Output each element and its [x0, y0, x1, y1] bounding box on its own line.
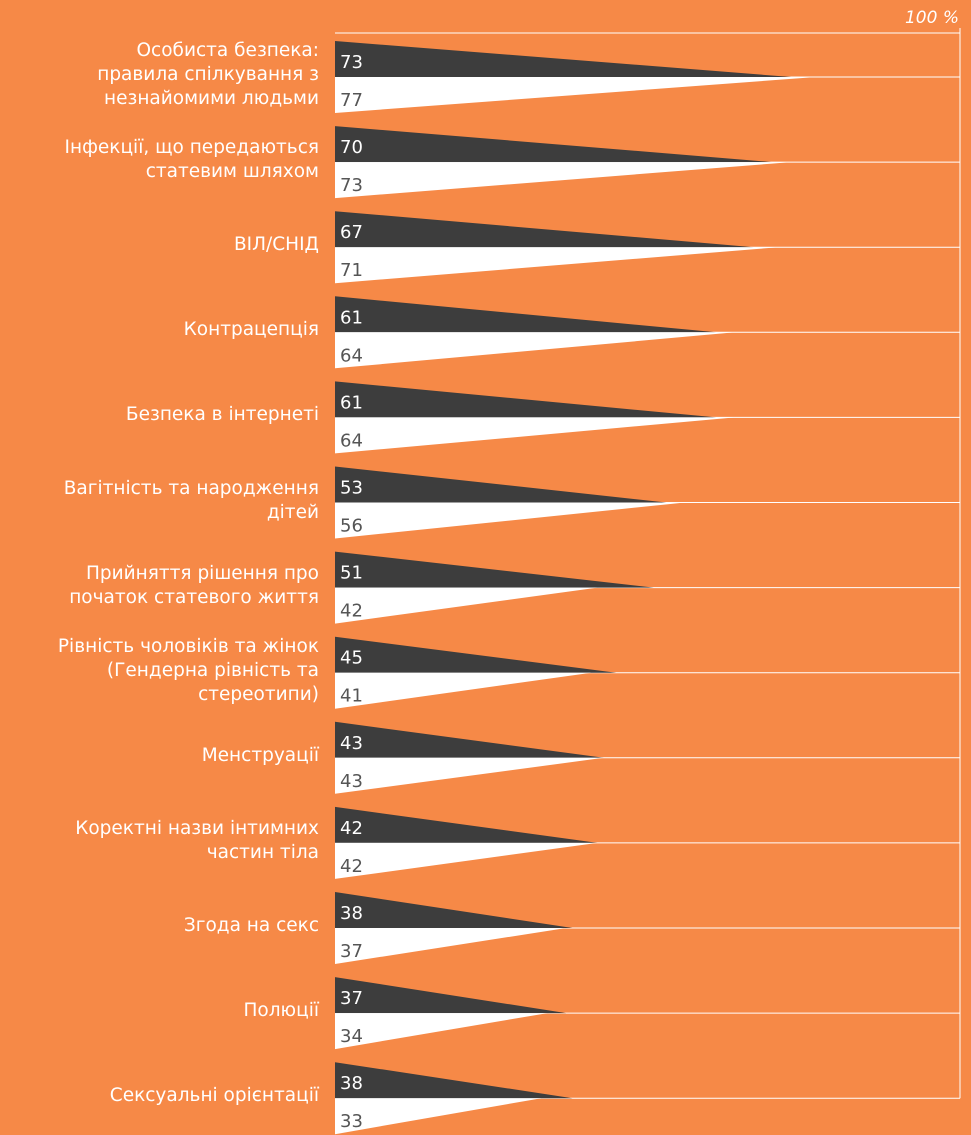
bar-series-1 [335, 381, 717, 418]
value-label-series-2: 42 [340, 856, 363, 877]
category-label: Згода на секс [183, 915, 319, 936]
bar-series-2 [335, 247, 779, 284]
value-label-series-2: 42 [340, 601, 363, 622]
value-label-series-2: 71 [340, 260, 363, 281]
bar-series-1 [335, 721, 604, 758]
bar-series-1 [335, 41, 792, 77]
bar-series-1 [335, 466, 667, 503]
value-label-series-2: 43 [340, 771, 363, 792]
bar-series-2 [335, 1098, 542, 1135]
value-label-series-2: 37 [340, 941, 363, 962]
value-label-series-2: 73 [340, 175, 363, 196]
bar-series-1 [335, 892, 573, 928]
value-label-series-1: 45 [340, 648, 363, 669]
bar-series-1 [335, 126, 773, 163]
bar-series-2 [335, 928, 567, 964]
value-label-series-2: 64 [340, 430, 363, 451]
value-label-series-1: 43 [340, 733, 363, 754]
category-label: Менструації [201, 744, 319, 766]
bar-series-1 [335, 977, 567, 1014]
bar-series-2 [335, 502, 685, 539]
bar-series-2 [335, 672, 592, 709]
category-label: Прийняття рішення про початок статевого … [69, 562, 319, 608]
value-label-series-1: 53 [340, 478, 363, 499]
value-label-series-2: 41 [340, 686, 363, 707]
value-label-series-1: 61 [340, 392, 363, 413]
bar-series-2 [335, 417, 735, 454]
bar-series-2 [335, 332, 735, 369]
value-label-series-1: 38 [340, 1073, 363, 1094]
bar-series-1 [335, 551, 654, 588]
bar-series-1 [335, 296, 717, 333]
value-label-series-1: 38 [340, 903, 363, 924]
value-label-series-2: 64 [340, 345, 363, 366]
category-label: Коректні назви інтимних частин тіла [75, 817, 319, 863]
bar-series-1 [335, 636, 617, 673]
bar-series-2 [335, 162, 792, 199]
value-label-series-2: 77 [340, 90, 363, 111]
value-label-series-2: 56 [340, 516, 363, 537]
category-label: Вагітність та народження дітей [63, 477, 319, 523]
category-label: ВІЛ/СНІД [233, 234, 319, 256]
category-label: Сексуальні орієнтації [109, 1085, 319, 1107]
value-label-series-2: 34 [340, 1026, 363, 1047]
value-label-series-1: 67 [340, 222, 363, 243]
bar-series-1 [335, 1062, 573, 1099]
value-label-series-1: 37 [340, 988, 363, 1009]
value-label-series-1: 42 [340, 818, 363, 839]
category-label: Особиста безпека: правила спілкування з … [97, 40, 319, 109]
bar-series-2 [335, 1013, 548, 1050]
category-label: Рівність чоловіків та жінок (Гендерна рі… [57, 635, 319, 705]
value-label-series-2: 33 [340, 1111, 363, 1132]
bar-series-1 [335, 806, 598, 843]
bar-series-2 [335, 757, 604, 794]
category-label: Інфекції, що передаються статевим шляхом [64, 137, 319, 183]
value-label-series-1: 70 [340, 137, 363, 158]
category-label: Безпека в інтернеті [125, 404, 319, 426]
axis-max-label: 100 % [904, 8, 959, 28]
bar-series-2 [335, 842, 598, 879]
bar-series-2 [335, 77, 817, 113]
category-label: Полюції [243, 1000, 320, 1022]
category-label: Контрацепція [183, 319, 319, 341]
value-label-series-1: 51 [340, 563, 363, 584]
value-label-series-1: 73 [340, 52, 363, 73]
value-label-series-1: 61 [340, 307, 363, 328]
bar-series-1 [335, 211, 754, 248]
bar-series-2 [335, 587, 598, 624]
